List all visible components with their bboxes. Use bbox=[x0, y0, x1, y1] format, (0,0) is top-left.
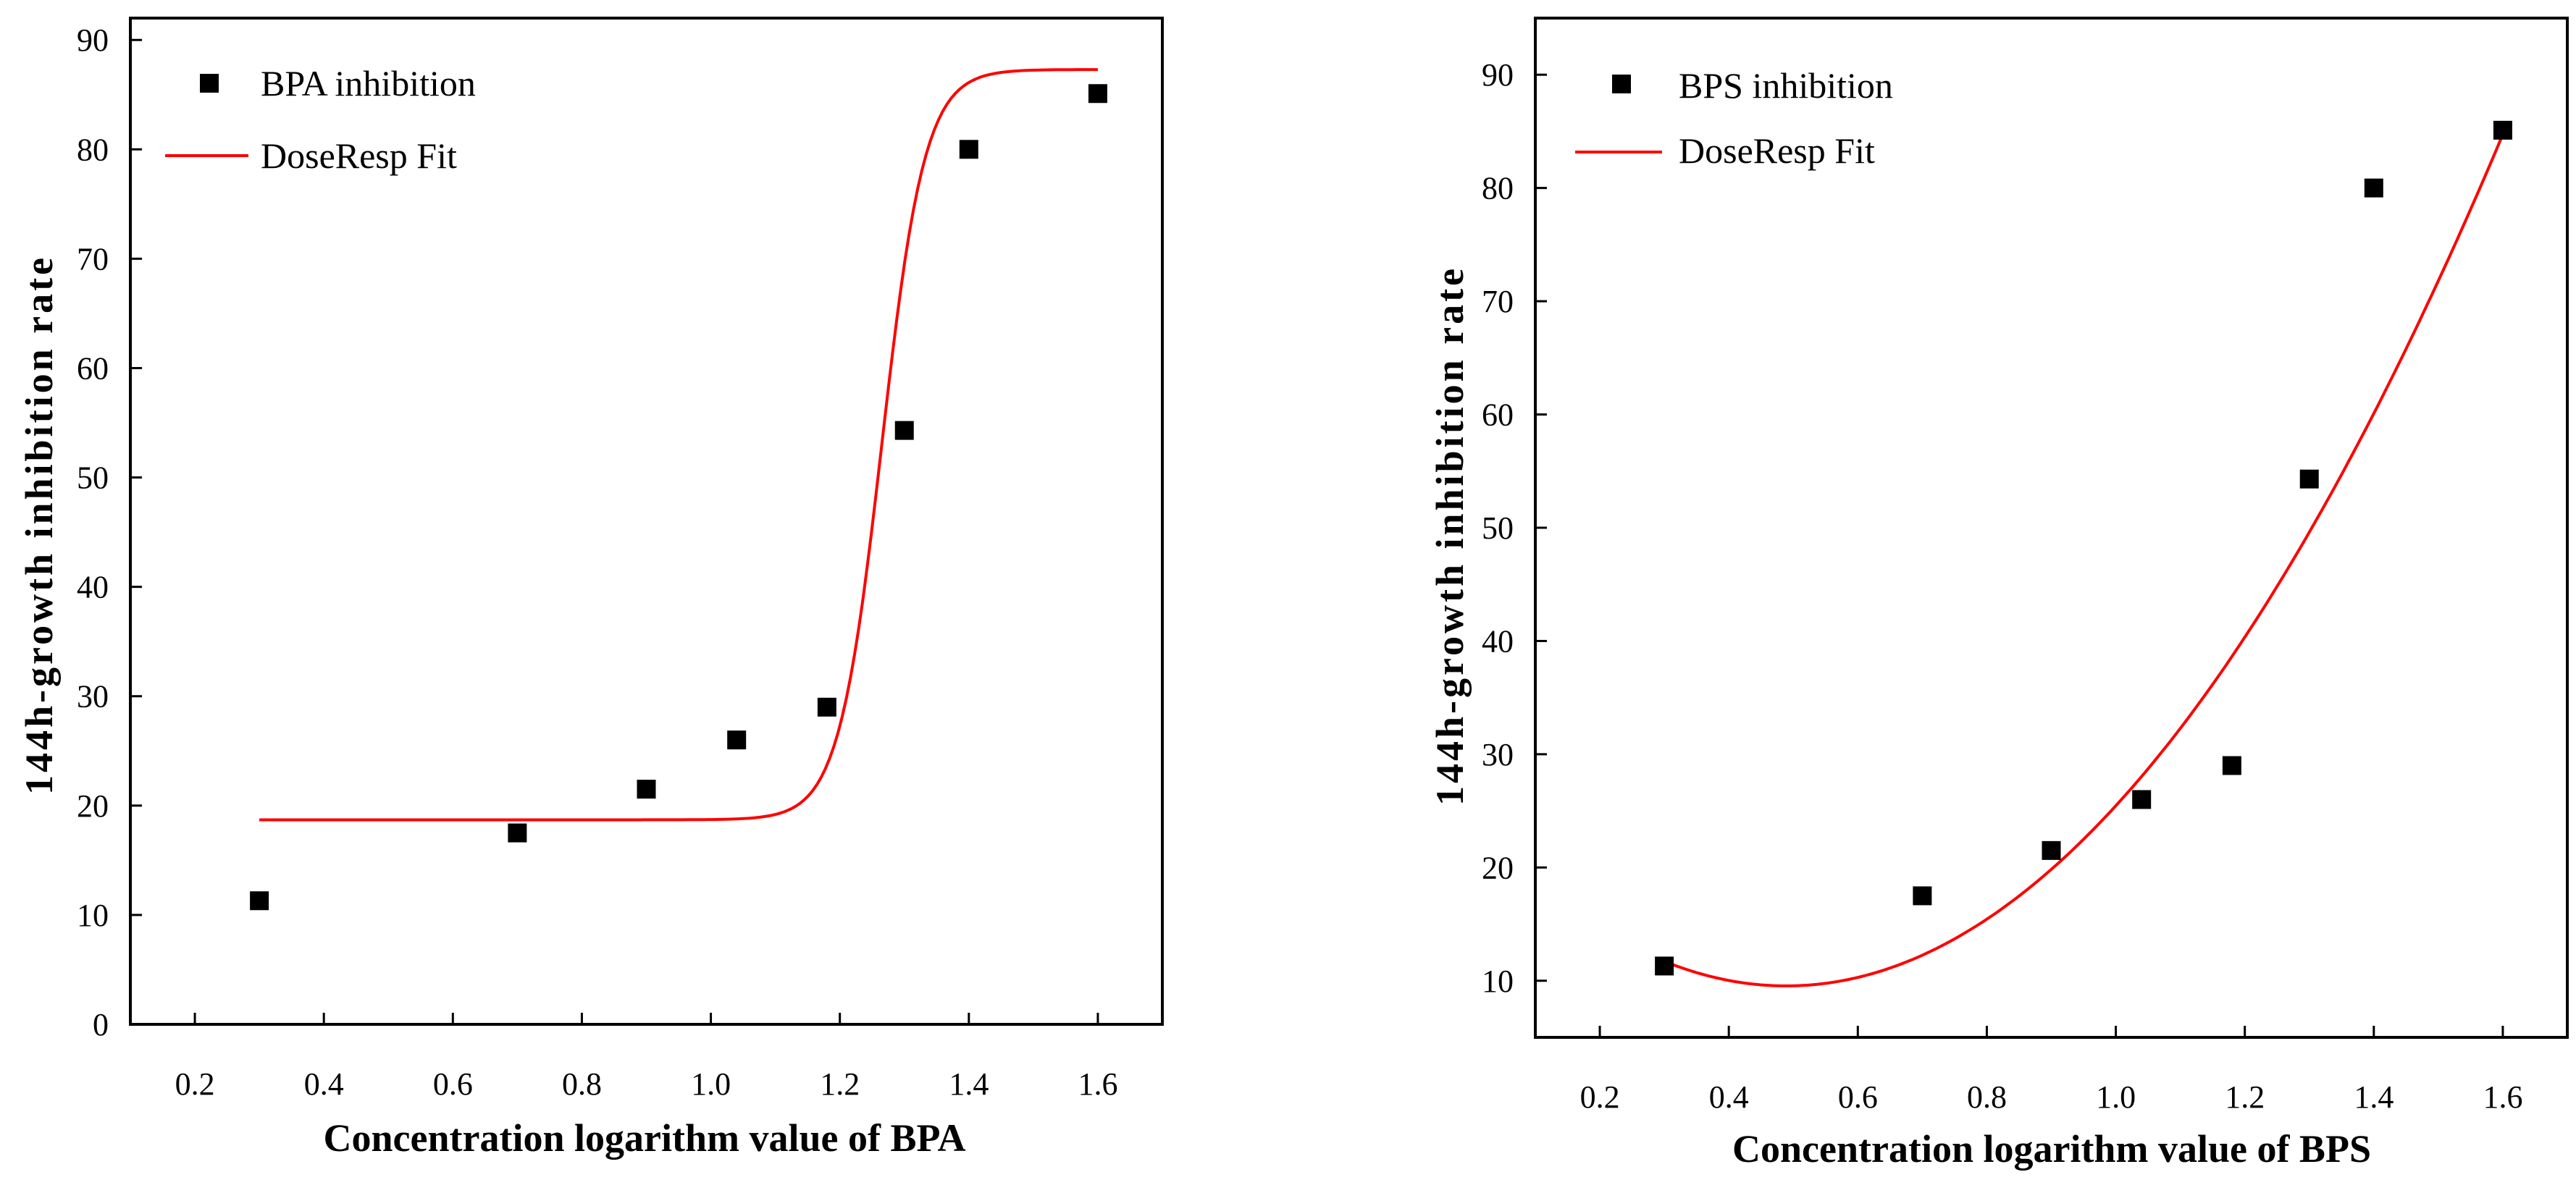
x-tick-label: 0.4 bbox=[304, 1066, 344, 1102]
fit-curve bbox=[259, 68, 1098, 822]
plot-frame bbox=[129, 17, 1164, 1026]
data-point bbox=[2493, 120, 2512, 140]
y-tick-labels: 10 20 30 40 50 60 70 80 90 bbox=[1482, 57, 1514, 999]
x-tick-label: 0.6 bbox=[433, 1066, 473, 1102]
y-tick-label: 0 bbox=[93, 1007, 109, 1042]
legend-label-curve: DoseResp Fit bbox=[261, 135, 457, 176]
y-tick-label: 40 bbox=[1482, 623, 1514, 659]
y-tick-label: 30 bbox=[1482, 737, 1514, 772]
y-tick-label: 50 bbox=[1482, 510, 1514, 546]
data-point bbox=[2222, 756, 2241, 775]
data-point bbox=[2299, 469, 2319, 489]
legend-label-curve: DoseResp Fit bbox=[1679, 130, 1875, 171]
x-axis-title: Concentration logarithm value of BPS bbox=[1732, 1127, 2371, 1171]
data-point bbox=[727, 730, 747, 750]
plot-frame bbox=[1534, 17, 2569, 1039]
x-tick-label: 0.2 bbox=[1580, 1079, 1620, 1115]
x-tick-label: 1.0 bbox=[2096, 1079, 2136, 1115]
legend-marker-points bbox=[1612, 75, 1631, 93]
x-tick-label: 0.8 bbox=[562, 1066, 602, 1102]
legend-label-points: BPA inhibition bbox=[261, 63, 476, 104]
data-point bbox=[1913, 886, 1932, 906]
x-tick-label: 1.0 bbox=[691, 1066, 731, 1102]
y-tick-label: 60 bbox=[1482, 397, 1514, 433]
y-tick-label: 70 bbox=[1482, 284, 1514, 319]
x-tick-label: 1.4 bbox=[949, 1066, 989, 1102]
x-tick-label: 0.2 bbox=[175, 1066, 215, 1102]
data-point bbox=[817, 697, 836, 717]
data-point bbox=[2364, 178, 2383, 198]
y-tick-label: 90 bbox=[77, 22, 109, 58]
chart-bps: 0.2 0.4 0.6 0.8 1.0 1.2 1.4 1.6 10 20 30 40 50 60 70 8… bbox=[1428, 17, 2569, 1171]
data-point bbox=[637, 780, 656, 799]
fit-curve bbox=[1664, 134, 2504, 987]
data-points bbox=[1655, 120, 2512, 976]
y-tick-label: 50 bbox=[77, 460, 109, 496]
x-tick-label: 1.2 bbox=[820, 1066, 860, 1102]
x-tick-label: 0.4 bbox=[1709, 1079, 1749, 1115]
data-point bbox=[959, 140, 978, 159]
y-tick-label: 90 bbox=[1482, 57, 1514, 93]
x-tick-label: 0.6 bbox=[1838, 1079, 1878, 1115]
gridline-ticks bbox=[130, 38, 1099, 1026]
y-tick-labels: 0 10 20 30 40 50 60 70 80 90 bbox=[77, 22, 109, 1042]
data-point bbox=[2042, 840, 2061, 860]
y-tick-label: 20 bbox=[77, 788, 109, 824]
y-tick-label: 60 bbox=[77, 350, 109, 386]
legend: BPS inhibition DoseResp Fit bbox=[1575, 65, 1893, 171]
data-point bbox=[894, 421, 914, 440]
y-tick-label: 80 bbox=[1482, 171, 1514, 206]
legend: BPA inhibition DoseResp Fit bbox=[165, 63, 476, 176]
data-point bbox=[508, 823, 527, 843]
x-tick-label: 1.4 bbox=[2354, 1079, 2394, 1115]
x-tick-labels: 0.2 0.4 0.6 0.8 1.0 1.2 1.4 1.6 bbox=[1580, 1079, 2523, 1115]
data-points bbox=[250, 84, 1107, 911]
data-point bbox=[2132, 790, 2152, 809]
x-tick-label: 1.6 bbox=[2483, 1079, 2522, 1115]
y-tick-label: 10 bbox=[1482, 964, 1514, 999]
legend-marker-points bbox=[200, 74, 219, 93]
data-point bbox=[250, 891, 269, 911]
y-tick-label: 10 bbox=[77, 898, 109, 933]
x-tick-label: 0.8 bbox=[1967, 1079, 2007, 1115]
data-point bbox=[1088, 84, 1107, 104]
x-tick-label: 1.6 bbox=[1078, 1066, 1117, 1102]
y-tick-label: 30 bbox=[77, 679, 109, 714]
legend-label-points: BPS inhibition bbox=[1679, 65, 1893, 106]
y-tick-label: 80 bbox=[77, 132, 109, 167]
y-axis-title: 144h-growth inhibition rate bbox=[1428, 266, 1472, 806]
y-tick-label: 20 bbox=[1482, 850, 1514, 885]
y-axis-title: 144h-growth inhibition rate bbox=[17, 255, 61, 795]
chart-bpa: 0.2 0.4 0.6 0.8 1.0 1.2 1.4 1.6 0 10 20 30 40 50 60 70… bbox=[17, 17, 1164, 1160]
y-tick-label: 40 bbox=[77, 570, 109, 605]
x-tick-labels: 0.2 0.4 0.6 0.8 1.0 1.2 1.4 1.6 bbox=[175, 1066, 1118, 1102]
data-point bbox=[1655, 956, 1674, 976]
x-tick-label: 1.2 bbox=[2225, 1079, 2265, 1115]
gridline-ticks bbox=[1535, 73, 2504, 1037]
y-tick-label: 70 bbox=[77, 241, 109, 277]
x-axis-title: Concentration logarithm value of BPA bbox=[324, 1116, 966, 1160]
